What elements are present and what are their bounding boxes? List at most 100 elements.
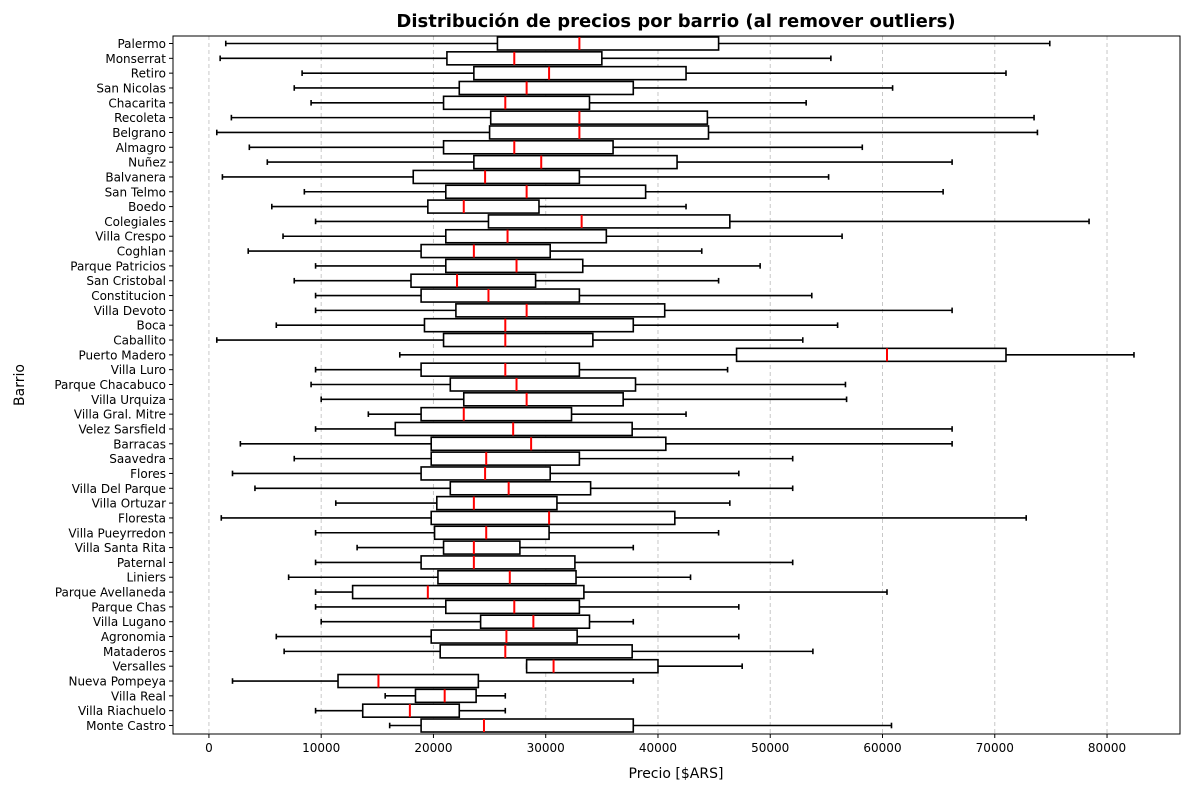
y-tick-label: Nuñez [128, 156, 166, 170]
y-tick-label: Belgrano [112, 126, 166, 140]
iqr-box [479, 614, 591, 630]
y-tick-label: Saavedra [109, 452, 166, 466]
y-tick-label: Boca [136, 319, 166, 333]
iqr-box [420, 555, 576, 570]
iqr-box [430, 451, 581, 466]
y-tick-label: Villa Urquiza [91, 393, 166, 407]
box-group [320, 392, 848, 407]
iqr-box [444, 184, 647, 200]
iqr-box [433, 525, 550, 541]
box-group [303, 184, 944, 200]
iqr-box [437, 569, 577, 585]
iqr-box [525, 658, 659, 674]
y-tick-label: Boedo [128, 200, 166, 214]
iqr-box [427, 199, 540, 214]
y-tick-label: Parque Chas [91, 600, 166, 614]
y-tick-label: Barracas [113, 437, 166, 451]
x-tick-label: 50000 [751, 741, 789, 755]
box-group [287, 569, 692, 585]
box-group [314, 525, 720, 541]
y-tick-label: Parque Chacabuco [54, 378, 166, 392]
box-group [388, 718, 893, 733]
box-group [293, 273, 720, 289]
box-group [367, 406, 687, 422]
y-tick-label: Recoleta [114, 111, 166, 125]
box-group [221, 169, 830, 185]
box-layer [215, 36, 1135, 733]
iqr-box [420, 362, 581, 377]
y-tick-label: San Cristobal [86, 274, 166, 288]
box-group [283, 644, 814, 659]
iqr-box [462, 392, 624, 407]
y-tick-label: San Telmo [105, 185, 166, 199]
iqr-box [361, 703, 461, 718]
iqr-box [442, 540, 521, 555]
iqr-box [449, 480, 592, 496]
y-tick-label: San Nicolas [96, 81, 166, 95]
box-group [270, 199, 687, 214]
y-tick-label: Puerto Madero [78, 348, 166, 362]
box-group [314, 555, 794, 570]
box-group [275, 629, 740, 644]
y-tick-label: Villa Ortuzar [92, 497, 166, 511]
box-group [215, 125, 1039, 140]
box-group [314, 703, 507, 718]
iqr-box [449, 377, 637, 392]
iqr-box [496, 36, 720, 51]
y-tick-label: Chacarita [108, 96, 166, 110]
iqr-box [439, 644, 633, 659]
iqr-box [436, 495, 558, 511]
box-group [230, 110, 1035, 125]
iqr-box [430, 436, 667, 452]
y-tick-label: Coghlan [117, 245, 166, 259]
y-tick-label: Villa Crespo [95, 230, 166, 244]
box-group [314, 288, 813, 303]
y-tick-label: Villa Luro [111, 363, 166, 377]
tick-layer: 0 10000 20000 30000 40000 50000 60000 70000 8000… [54, 37, 1126, 755]
y-tick-label: Villa Pueyrredon [68, 526, 166, 540]
box-group [293, 80, 894, 96]
x-tick-label: 60000 [863, 741, 901, 755]
y-tick-label: Villa Lugano [93, 615, 166, 629]
iqr-box [442, 95, 591, 111]
iqr-box [735, 347, 1007, 363]
iqr-box [430, 510, 676, 526]
box-group [525, 658, 743, 674]
iqr-box [423, 317, 635, 333]
y-tick-label: Retiro [131, 67, 166, 81]
iqr-box [442, 332, 594, 348]
y-axis-label: Barrio [12, 364, 28, 406]
box-group [293, 451, 794, 466]
y-tick-label: Villa Del Parque [72, 482, 166, 496]
chart-title: Distribución de precios por barrio (al r… [396, 11, 955, 32]
x-tick-label: 80000 [1088, 741, 1126, 755]
x-axis-label: Precio [$ARS] [629, 766, 724, 782]
iqr-box [420, 718, 635, 733]
box-group [219, 51, 832, 66]
y-tick-label: Colegiales [104, 215, 166, 229]
iqr-box [473, 65, 687, 81]
y-tick-label: Floresta [118, 511, 166, 525]
iqr-box [412, 169, 581, 185]
iqr-box [455, 303, 666, 318]
x-tick-label: 20000 [414, 741, 452, 755]
iqr-box [442, 139, 614, 155]
iqr-box [487, 214, 731, 229]
x-tick-label: 30000 [527, 741, 565, 755]
box-group [356, 540, 635, 555]
iqr-box [444, 258, 584, 274]
box-group [266, 154, 953, 170]
box-group [231, 673, 635, 689]
y-tick-label: Palermo [117, 37, 166, 51]
x-tick-label: 10000 [302, 741, 340, 755]
box-group [231, 466, 740, 481]
box-group [275, 317, 839, 333]
iqr-box [444, 599, 581, 615]
y-tick-label: Monserrat [105, 52, 166, 66]
y-tick-label: Flores [130, 467, 166, 481]
y-tick-label: Monte Castro [86, 719, 166, 733]
x-tick-label: 40000 [639, 741, 677, 755]
box-group [334, 495, 731, 511]
box-group [314, 599, 740, 615]
